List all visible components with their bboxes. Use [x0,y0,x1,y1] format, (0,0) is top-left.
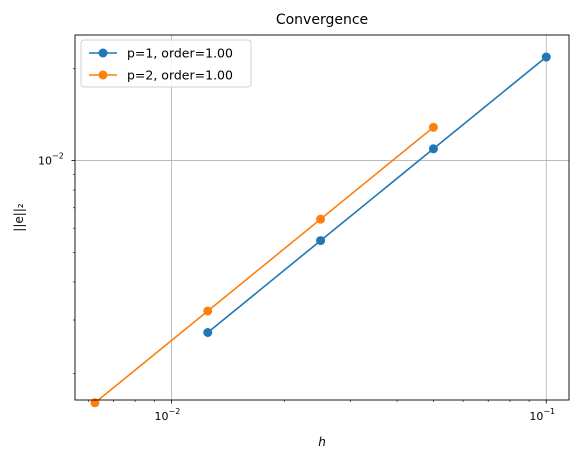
series-1-point-2 [203,306,213,316]
legend-marker-1 [98,70,108,80]
series-layer [90,52,551,408]
legend-label-0: p=1, order=1.00 [127,46,233,61]
series-0-point-0 [541,52,551,62]
series-line-0 [207,56,547,334]
series-0-point-1 [428,144,438,154]
series-1-point-3 [90,398,100,408]
series-1-point-0 [428,122,438,132]
series-0-point-3 [203,328,213,338]
legend: p=1, order=1.00 p=2, order=1.00 [80,39,252,88]
chart-title: Convergence [276,12,368,28]
legend-marker-0 [98,48,108,58]
series-0-point-2 [316,236,326,246]
x-axis-label: h [318,435,326,449]
grid [75,35,569,400]
legend-box [80,39,252,88]
y-axis-label: ||e||₂ [12,203,26,232]
axes-frame [74,34,570,401]
series-line-1 [94,126,434,404]
legend-label-1: p=2, order=1.00 [127,68,233,83]
series-1-point-1 [316,214,326,224]
